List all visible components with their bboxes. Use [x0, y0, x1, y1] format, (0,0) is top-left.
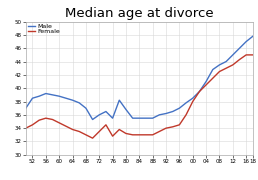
Male: [111, 117, 114, 119]
Female: [38, 119, 41, 121]
Female: [184, 114, 188, 116]
Male: [144, 117, 148, 119]
Female: [64, 125, 67, 127]
Male: [205, 80, 208, 83]
Male: [138, 117, 141, 119]
Male: [158, 114, 161, 116]
Female: [231, 64, 234, 66]
Female: [224, 67, 228, 69]
Female: [178, 124, 181, 126]
Female: [158, 130, 161, 132]
Male: [224, 60, 228, 63]
Title: Median age at divorce: Median age at divorce: [65, 7, 214, 21]
Female: [78, 130, 81, 132]
Female: [98, 130, 101, 132]
Male: [38, 95, 41, 97]
Female: [205, 84, 208, 86]
Female: [218, 70, 221, 73]
Line: Female: Female: [26, 55, 253, 138]
Female: [118, 128, 121, 130]
Male: [218, 64, 221, 66]
Male: [71, 99, 74, 101]
Male: [151, 117, 154, 119]
Male: [118, 99, 121, 101]
Male: [171, 110, 174, 112]
Male: [251, 35, 254, 37]
Male: [104, 110, 108, 112]
Female: [144, 134, 148, 136]
Female: [171, 126, 174, 128]
Male: [31, 97, 34, 99]
Male: [78, 102, 81, 104]
Male: [191, 97, 194, 99]
Female: [245, 54, 248, 56]
Male: [64, 97, 67, 99]
Male: [184, 102, 188, 104]
Female: [71, 128, 74, 130]
Male: [51, 94, 54, 96]
Male: [131, 117, 134, 119]
Female: [238, 58, 241, 61]
Male: [238, 47, 241, 49]
Female: [91, 137, 94, 139]
Male: [44, 93, 47, 95]
Male: [84, 107, 87, 109]
Male: [91, 118, 94, 121]
Female: [84, 134, 87, 136]
Female: [44, 117, 47, 119]
Female: [58, 122, 61, 124]
Legend: Male, Female: Male, Female: [27, 23, 60, 35]
Male: [245, 40, 248, 43]
Female: [111, 135, 114, 137]
Male: [178, 107, 181, 109]
Male: [124, 108, 127, 111]
Female: [104, 124, 108, 126]
Male: [231, 54, 234, 56]
Female: [51, 118, 54, 121]
Female: [191, 100, 194, 103]
Female: [198, 90, 201, 93]
Line: Male: Male: [26, 36, 253, 120]
Female: [138, 134, 141, 136]
Male: [198, 90, 201, 93]
Female: [151, 134, 154, 136]
Male: [24, 107, 27, 109]
Female: [251, 54, 254, 56]
Male: [211, 68, 214, 71]
Female: [165, 127, 168, 129]
Male: [165, 112, 168, 115]
Male: [98, 114, 101, 116]
Female: [131, 134, 134, 136]
Female: [211, 77, 214, 79]
Male: [58, 95, 61, 97]
Female: [24, 127, 27, 129]
Female: [31, 124, 34, 126]
Female: [124, 132, 127, 135]
